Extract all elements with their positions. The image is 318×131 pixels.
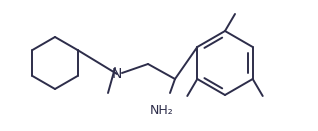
- Text: N: N: [112, 67, 122, 81]
- Text: NH₂: NH₂: [150, 105, 174, 118]
